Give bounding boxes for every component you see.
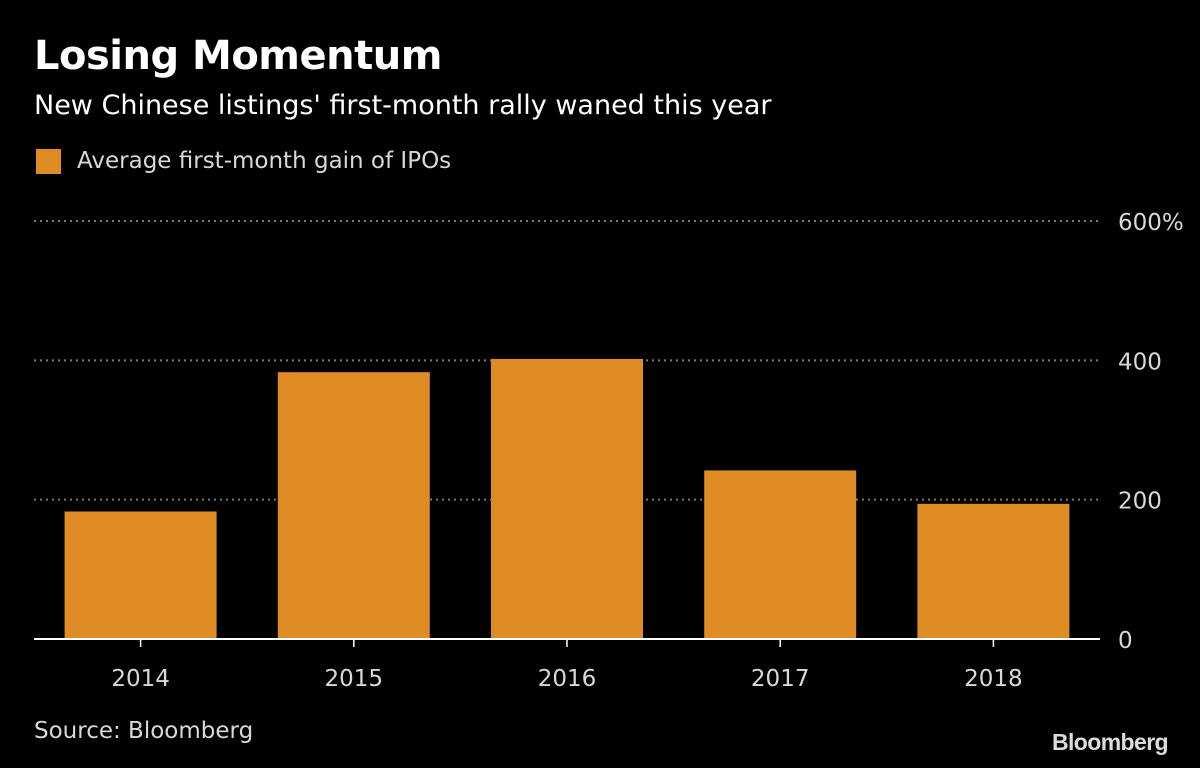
tick-labels: 0 200 400 600% 2014 2015 2016 2017 2018 <box>111 210 1183 692</box>
y-tick-label-200: 200 <box>1118 489 1162 515</box>
x-tick-label-2015: 2015 <box>325 666 384 692</box>
y-tick-label-400: 400 <box>1118 349 1162 375</box>
bar-2017 <box>704 470 857 639</box>
legend-swatch <box>36 148 61 174</box>
x-tick-label-2018: 2018 <box>964 666 1023 692</box>
x-tick-label-2016: 2016 <box>538 666 597 692</box>
axes <box>34 638 1100 647</box>
legend-label: Average first-month gain of IPOs <box>77 148 452 174</box>
bars <box>64 358 1070 639</box>
bar-2015 <box>277 372 430 639</box>
chart-subtitle: New Chinese listings' first-month rally … <box>34 90 772 121</box>
y-tick-label-0: 0 <box>1118 628 1133 654</box>
x-tick-label-2017: 2017 <box>751 666 810 692</box>
bar-2018 <box>917 503 1070 639</box>
grid-lines <box>34 220 1100 501</box>
bar-2016 <box>491 358 643 639</box>
legend: Average first-month gain of IPOs <box>36 144 451 178</box>
bloomberg-logo: Bloomberg <box>1052 729 1169 755</box>
chart-title: Losing Momentum <box>34 33 442 79</box>
y-tick-label-600: 600% <box>1118 210 1184 236</box>
bar-2014 <box>64 511 217 639</box>
x-tick-label-2014: 2014 <box>111 666 170 692</box>
source-note: Source: Bloomberg <box>34 718 254 744</box>
